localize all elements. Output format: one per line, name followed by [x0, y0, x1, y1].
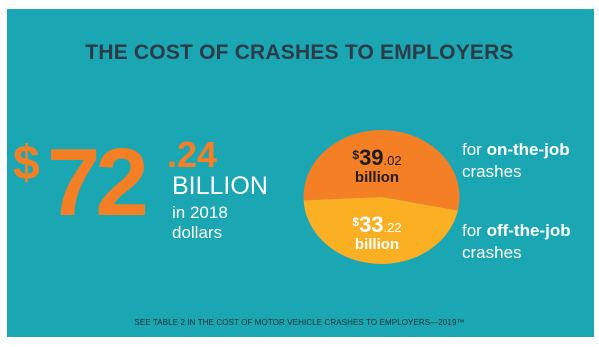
total-amount-whole: 72	[47, 129, 149, 236]
slice-label-off-the-job-dollar: $	[352, 215, 360, 229]
legend-off-the-job: for off-the-job crashes	[462, 220, 592, 264]
slice-label-off-the-job-cents: .22	[383, 220, 402, 235]
legend-off-the-job-prefix: for	[462, 221, 487, 240]
legend-off-the-job-category: off-the-job	[486, 221, 571, 240]
slice-label-on-the-job-unit: billion	[354, 169, 400, 186]
total-note-year: in 2018	[172, 203, 228, 222]
infographic-title: THE COST OF CRASHES TO EMPLOYERS	[85, 41, 514, 64]
legend-on-the-job: for on-the-job crashes	[462, 139, 592, 183]
legend-on-the-job-category: on-the-job	[486, 140, 570, 159]
slice-label-on-the-job: $39.02 billion	[337, 145, 417, 186]
infographic-panel	[7, 9, 594, 337]
slice-label-off-the-job: $33.22 billion	[337, 212, 417, 253]
slice-label-on-the-job-dollar: $	[352, 148, 360, 162]
slice-label-on-the-job-whole: 39	[359, 145, 384, 170]
legend-on-the-job-suffix: crashes	[462, 162, 522, 182]
slice-label-off-the-job-whole: 33	[359, 212, 384, 237]
total-note: in 2018 dollars	[172, 203, 282, 242]
total-dollar-sign: $	[13, 137, 40, 190]
total-note-dollars: dollars	[172, 222, 223, 242]
total-amount-cents: .24	[167, 134, 218, 175]
source-footnote: SEE TABLE 2 IN THE COST OF MOTOR VEHICLE…	[134, 318, 465, 327]
total-unit: BILLION	[172, 172, 268, 200]
pie-slice-on-the-job	[303, 129, 460, 211]
slice-label-off-the-job-unit: billion	[354, 236, 400, 253]
pie-slice-off-the-job	[303, 197, 458, 264]
legend-on-the-job-prefix: for	[462, 140, 487, 159]
slice-label-on-the-job-cents: .02	[383, 153, 402, 168]
cost-pie-chart	[303, 129, 460, 264]
legend-off-the-job-suffix: crashes	[462, 243, 522, 263]
